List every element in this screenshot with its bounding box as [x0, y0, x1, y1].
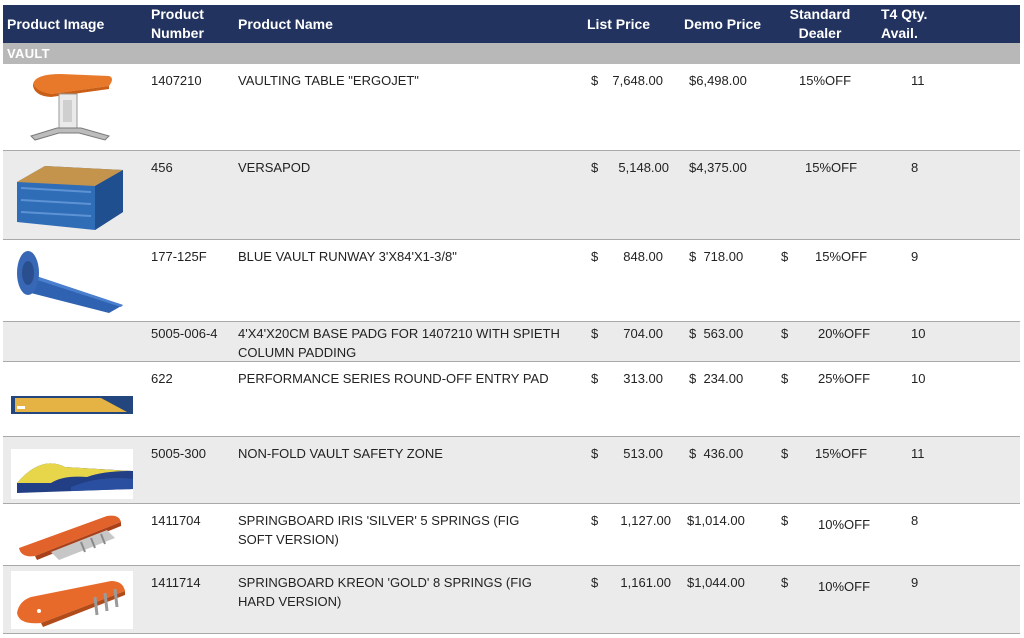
product-number: 456: [151, 160, 173, 175]
qty-available: 9: [911, 249, 919, 264]
table-row: 177-125F BLUE VAULT RUNWAY 3'X84'X1-3/8"…: [3, 240, 1020, 322]
dealer-currency: $: [781, 575, 789, 590]
dealer-discount: 25%OFF: [818, 371, 871, 386]
dealer-currency: $: [781, 513, 789, 528]
list-price: $ 704.00: [591, 326, 663, 341]
table-row: 1411714 SPRINGBOARD KREON 'GOLD' 8 SPRIN…: [3, 566, 1020, 634]
list-price: $ 7,648.00: [591, 73, 663, 88]
header-product-number: Product Number: [151, 6, 204, 41]
qty-available: 11: [911, 446, 925, 461]
list-price: $ 1,127.00: [591, 513, 671, 528]
dealer-discount: 20%OFF: [818, 326, 871, 341]
product-name: BLUE VAULT RUNWAY 3'X84'X1-3/8": [238, 249, 457, 264]
header-standard-dealer: Standard Dealer: [789, 6, 851, 41]
product-number: 1411704: [151, 513, 201, 528]
dealer-discount: 15%OFF: [799, 73, 852, 88]
dealer-discount: 15%OFF: [815, 446, 868, 461]
table-header: Product Image Product Number Product Nam…: [3, 5, 1020, 43]
table-row: 5005-006-4 4'X4'X20CM BASE PADG FOR 1407…: [3, 322, 1020, 362]
qty-available: 10: [911, 371, 926, 386]
product-name: NON-FOLD VAULT SAFETY ZONE: [238, 446, 443, 461]
table-row: 622 PERFORMANCE SERIES ROUND-OFF ENTRY P…: [3, 362, 1020, 437]
dealer-discount: 15%OFF: [815, 249, 868, 264]
header-qty-available: T4 Qty. Avail.: [881, 6, 928, 41]
demo-price: $4,375.00: [689, 160, 747, 175]
product-number: 1411714: [151, 575, 201, 590]
product-name: SPRINGBOARD IRIS 'SILVER' 5 SPRINGS (FIG…: [238, 513, 520, 547]
price-list-table: Product Image Product Number Product Nam…: [3, 5, 1020, 636]
product-number: 177-125F: [151, 249, 207, 264]
list-price: $ 5,148.00: [591, 160, 669, 175]
header-product-image: Product Image: [7, 15, 105, 32]
qty-available: 11: [911, 73, 925, 88]
demo-price: $1,014.00: [687, 513, 745, 528]
list-price: $ 513.00: [591, 446, 663, 461]
safety-zone-icon: [11, 449, 133, 499]
dealer-currency: $: [781, 371, 789, 386]
product-number: 5005-300: [151, 446, 206, 461]
table-row: 1407210 VAULTING TABLE "ERGOJET" $ 7,648…: [3, 64, 1020, 151]
product-number: 622: [151, 371, 173, 386]
demo-price: $6,498.00: [689, 73, 747, 88]
qty-available: 9: [911, 575, 919, 590]
runway-roll-icon: [11, 247, 133, 317]
product-number: 1407210: [151, 73, 202, 88]
list-price: $ 1,161.00: [591, 575, 671, 590]
qty-available: 8: [911, 160, 919, 175]
header-demo-price: Demo Price: [684, 15, 762, 32]
versapod-icon: [11, 158, 133, 234]
dealer-discount: 15%OFF: [805, 160, 858, 175]
product-name: VAULTING TABLE "ERGOJET": [238, 73, 419, 88]
dealer-currency: $: [781, 446, 789, 461]
table-row: 5005-300 NON-FOLD VAULT SAFETY ZONE $ 51…: [3, 437, 1020, 504]
product-name: 4'X4'X20CM BASE PADG FOR 1407210 WITH SP…: [238, 326, 560, 360]
springboard-icon: [11, 508, 133, 562]
qty-available: 10: [911, 326, 926, 341]
dealer-discount: 10%OFF: [818, 517, 871, 532]
product-name: PERFORMANCE SERIES ROUND-OFF ENTRY PAD: [238, 371, 549, 386]
product-name: VERSAPOD: [238, 160, 311, 175]
header-list-price: List Price: [587, 15, 651, 32]
qty-available: 8: [911, 513, 919, 528]
table-row: 1411704 SPRINGBOARD IRIS 'SILVER' 5 SPRI…: [3, 504, 1020, 566]
demo-price: $1,044.00: [687, 575, 745, 590]
demo-price: $ 234.00: [689, 371, 744, 386]
list-price: $ 848.00: [591, 249, 663, 264]
category-row-vault: VAULT: [3, 43, 1020, 64]
dealer-currency: $: [781, 249, 789, 264]
header-product-name: Product Name: [238, 15, 333, 32]
entry-pad-icon: [11, 392, 133, 416]
demo-price: $ 718.00: [689, 249, 744, 264]
demo-price: $ 563.00: [689, 326, 744, 341]
dealer-currency: $: [781, 326, 789, 341]
springboard-icon: [11, 571, 133, 629]
vaulting-table-icon: [11, 70, 133, 146]
product-name: SPRINGBOARD KREON 'GOLD' 8 SPRINGS (FIG …: [238, 575, 532, 609]
table-row: 456 VERSAPOD $ 5,148.00 $4,375.00 15%OFF…: [3, 151, 1020, 240]
demo-price: $ 436.00: [689, 446, 744, 461]
list-price: $ 313.00: [591, 371, 663, 386]
product-number: 5005-006-4: [151, 326, 218, 341]
dealer-discount: 10%OFF: [818, 579, 871, 594]
